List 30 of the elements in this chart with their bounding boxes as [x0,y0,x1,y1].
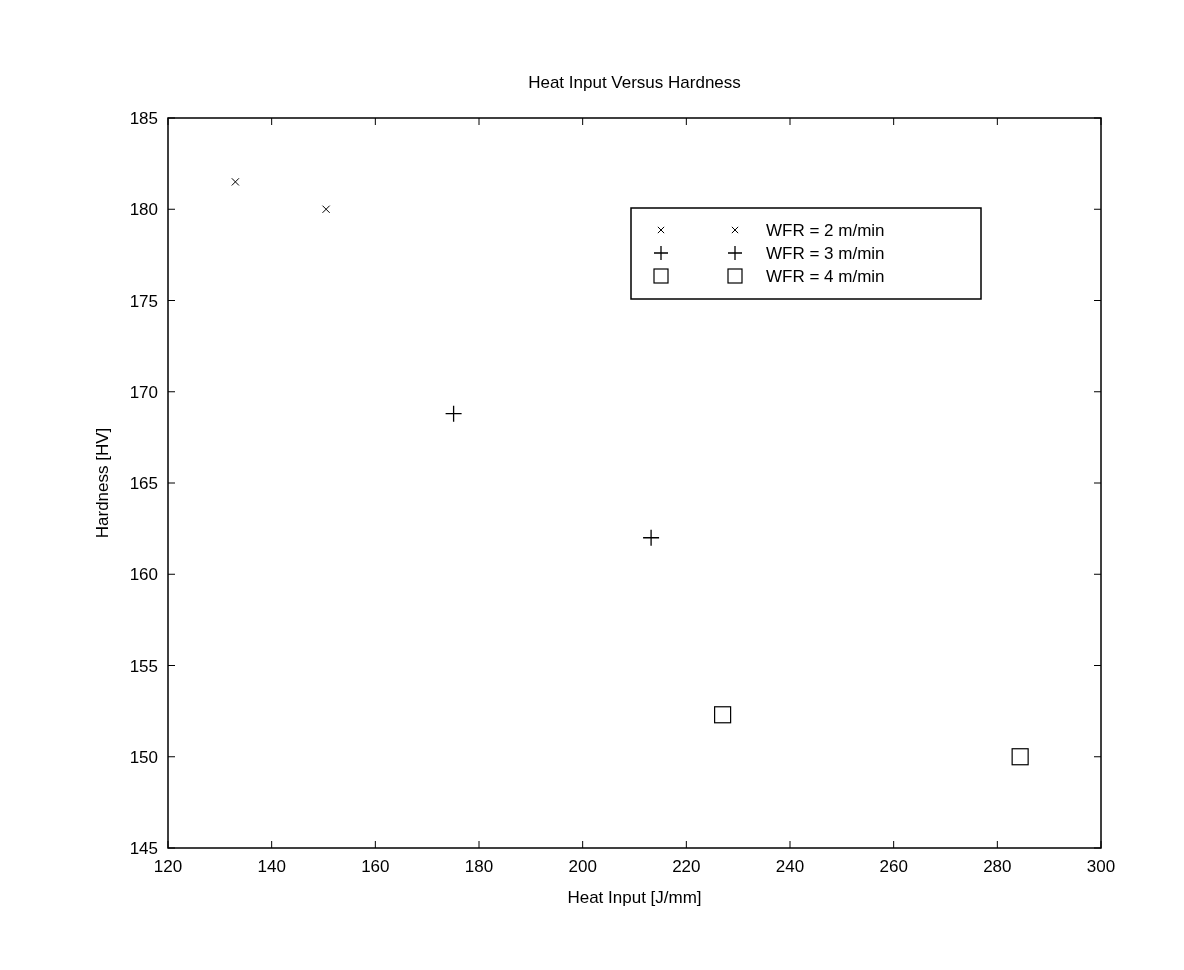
y-tick-label: 185 [129,109,158,128]
y-tick-label: 175 [129,291,158,311]
x-tick-label: 280 [983,857,1012,876]
chart-title: Heat Input Versus Hardness [528,73,741,92]
point [714,706,732,724]
legend-label: WFR = 4 m/min [766,267,885,286]
y-tick-label: 165 [129,474,158,493]
x-tick-label: 200 [568,857,597,876]
legend-label: WFR = 2 m/min [766,221,885,240]
point [231,177,240,186]
x-tick-label: 160 [361,857,390,876]
point [1011,748,1029,766]
y-axis-title: Hardness [HV] [93,427,112,539]
point [444,405,463,423]
x-tick-label: 300 [1086,857,1116,876]
x-tick-label: 180 [464,857,494,876]
legend-label: WFR = 3 m/min [766,244,885,263]
x-tick-label: 140 [257,857,286,876]
y-tick-label: 150 [129,747,158,767]
x-tick-label: 240 [775,857,805,876]
y-tick-label: 180 [129,200,158,220]
x-tick-label: 260 [879,857,908,876]
point [321,205,331,214]
x-tick-label: 220 [672,857,701,876]
y-tick-label: 155 [129,656,158,676]
y-tick-label: 160 [129,565,158,585]
x-axis-title: Heat Input [J/mm] [567,888,702,907]
y-tick-label: 170 [129,382,158,402]
x-tick-label: 120 [153,857,183,876]
y-tick-label: 145 [129,839,158,858]
